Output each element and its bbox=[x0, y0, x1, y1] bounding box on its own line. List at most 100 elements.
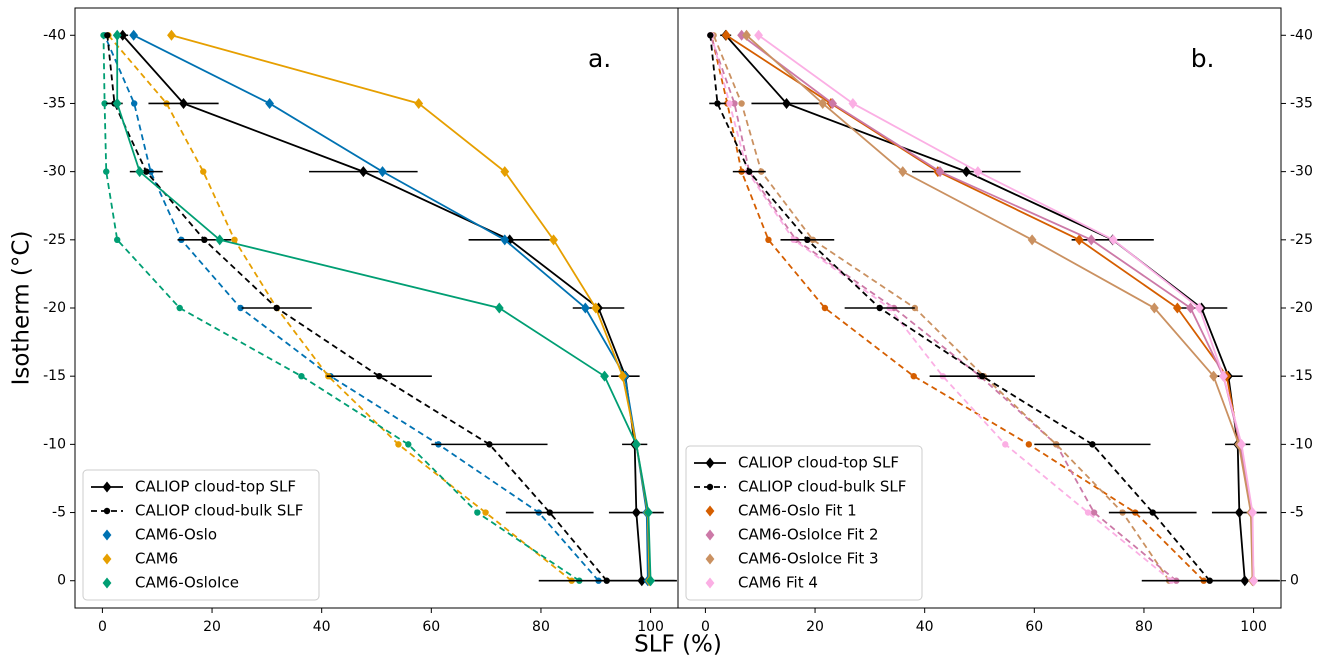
legend-label: CAM6-OsloIce Fit 2 bbox=[738, 526, 879, 544]
legend-label: CAM6-Oslo bbox=[135, 526, 217, 544]
point bbox=[1025, 441, 1033, 448]
point bbox=[721, 29, 731, 41]
point bbox=[631, 507, 641, 519]
point bbox=[118, 29, 128, 41]
point bbox=[961, 166, 971, 178]
point bbox=[1219, 370, 1228, 382]
bulk-line bbox=[709, 34, 1177, 582]
point bbox=[979, 372, 986, 380]
point bbox=[1234, 507, 1244, 519]
y-tick-label: 0 bbox=[1290, 573, 1299, 589]
point bbox=[273, 304, 280, 312]
panel-label: a. bbox=[588, 44, 611, 73]
y-tick-label: -35 bbox=[43, 95, 66, 111]
point bbox=[821, 304, 829, 312]
panel-label: b. bbox=[1191, 44, 1215, 73]
point bbox=[129, 29, 139, 41]
x-tick-label: 100 bbox=[1240, 619, 1267, 635]
point bbox=[1086, 234, 1096, 246]
point bbox=[200, 168, 207, 175]
point bbox=[500, 166, 510, 178]
point bbox=[876, 304, 883, 312]
point bbox=[580, 302, 590, 314]
y-tick-label: -30 bbox=[1290, 164, 1313, 180]
x-tick-label: 60 bbox=[422, 619, 440, 635]
legend-label: CALIOP cloud-bulk SLF bbox=[135, 502, 303, 520]
legend-label: CAM6-OsloIce bbox=[135, 574, 239, 592]
legend-label: CALIOP cloud-top SLF bbox=[738, 454, 899, 472]
legend: CALIOP cloud-top SLF CALIOP cloud-bulk SL… bbox=[82, 469, 320, 601]
point bbox=[742, 29, 751, 41]
y-tick-label: -40 bbox=[1290, 27, 1313, 43]
point bbox=[737, 29, 746, 41]
legend-marker bbox=[705, 529, 715, 541]
legend-marker bbox=[102, 577, 112, 589]
point bbox=[973, 166, 983, 178]
point bbox=[804, 236, 811, 244]
y-tick-label: -30 bbox=[43, 164, 66, 180]
point bbox=[546, 509, 553, 516]
legend: CALIOP cloud-top SLF CALIOP cloud-bulk SL… bbox=[685, 445, 923, 601]
point bbox=[1090, 509, 1098, 516]
point bbox=[782, 97, 791, 109]
point bbox=[135, 166, 145, 178]
legend-marker bbox=[102, 553, 112, 565]
point bbox=[201, 236, 208, 244]
point bbox=[603, 577, 610, 584]
point bbox=[103, 168, 110, 175]
legend-marker bbox=[103, 507, 111, 515]
y-tick-label: -10 bbox=[1290, 436, 1313, 452]
point bbox=[1149, 302, 1159, 314]
point bbox=[215, 234, 225, 246]
point bbox=[176, 304, 183, 312]
point bbox=[237, 304, 244, 312]
point bbox=[1027, 234, 1037, 246]
point bbox=[631, 438, 641, 450]
point bbox=[1209, 370, 1218, 382]
y-tick-label: -15 bbox=[43, 368, 66, 384]
point bbox=[549, 234, 558, 246]
legend-marker bbox=[102, 481, 112, 493]
point bbox=[1108, 234, 1118, 246]
legend-marker bbox=[705, 553, 715, 565]
x-tick-label: 100 bbox=[637, 619, 664, 635]
y-axis-label: Isotherm (°C) bbox=[9, 231, 35, 386]
point bbox=[726, 100, 733, 107]
legend-label: CAM6 Fit 4 bbox=[738, 574, 818, 592]
point bbox=[179, 97, 188, 109]
x-tick-label: 0 bbox=[98, 619, 107, 635]
point bbox=[265, 97, 275, 109]
point bbox=[395, 441, 402, 448]
y-tick-label: -10 bbox=[43, 436, 66, 452]
point bbox=[112, 29, 122, 41]
y-tick-label: -25 bbox=[43, 232, 66, 248]
point bbox=[358, 166, 368, 178]
point bbox=[646, 575, 655, 587]
point bbox=[618, 370, 628, 382]
x-tick-label: 40 bbox=[313, 619, 331, 635]
point bbox=[143, 168, 150, 175]
x-axis-label: SLF (%) bbox=[634, 632, 722, 656]
point bbox=[754, 29, 763, 41]
point bbox=[378, 166, 387, 178]
point bbox=[1194, 302, 1204, 314]
point bbox=[1074, 234, 1084, 246]
point bbox=[898, 166, 908, 178]
point bbox=[474, 509, 481, 516]
y-tick-label: -5 bbox=[52, 505, 66, 521]
legend-label: CALIOP cloud-top SLF bbox=[135, 478, 296, 496]
y-tick-label: -20 bbox=[1290, 300, 1313, 316]
point bbox=[1186, 302, 1195, 314]
legend-marker bbox=[705, 457, 715, 469]
x-tick-label: 60 bbox=[1025, 619, 1043, 635]
point bbox=[505, 234, 515, 246]
legend-marker bbox=[706, 483, 714, 491]
point bbox=[738, 100, 745, 107]
point bbox=[643, 507, 653, 519]
point bbox=[376, 372, 383, 380]
legend-label: CAM6-Oslo Fit 1 bbox=[738, 502, 857, 520]
legend-box bbox=[685, 445, 923, 601]
point bbox=[112, 97, 122, 109]
point bbox=[1237, 438, 1246, 450]
legend-box bbox=[82, 469, 320, 601]
